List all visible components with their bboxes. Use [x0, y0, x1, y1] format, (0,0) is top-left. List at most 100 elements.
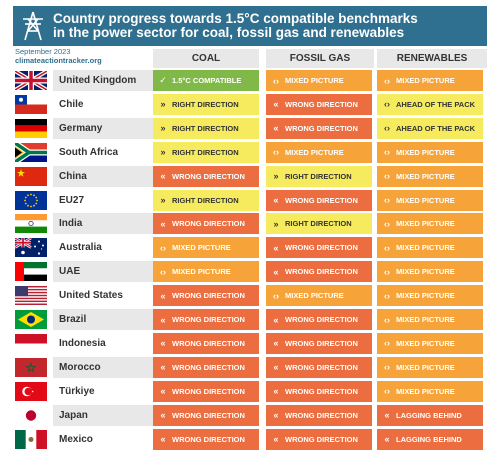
status-label: WRONG DIRECTION [285, 434, 358, 444]
status-arrow-icon: « [160, 171, 166, 182]
status-label: WRONG DIRECTION [172, 171, 245, 181]
coal-status-cell: « WRONG DIRECTION [153, 428, 259, 450]
status-arrow-icon: ‹› [384, 314, 390, 325]
gas-status-cell: ‹› MIXED PICTURE [266, 285, 372, 307]
gas-status-cell: « WRONG DIRECTION [266, 428, 372, 450]
gas-status-cell: « WRONG DIRECTION [266, 309, 372, 330]
title-banner: Country progress towards 1.5°C compatibl… [13, 6, 487, 46]
renewables-status-cell: ‹› MIXED PICTURE [377, 165, 483, 187]
status-label: WRONG DIRECTION [285, 315, 358, 324]
status-arrow-icon: ‹› [273, 147, 279, 158]
source-date: September 2023 [15, 47, 71, 56]
status-label: MIXED PICTURE [396, 386, 455, 396]
status-label: AHEAD OF THE PACK [396, 99, 476, 109]
country-name: South Africa [53, 141, 153, 163]
status-arrow-icon: » [160, 99, 166, 110]
gas-status-cell: « WRONG DIRECTION [266, 332, 372, 354]
gas-status-cell: « WRONG DIRECTION [266, 261, 372, 283]
table-row: Türkiye « WRONG DIRECTION « WRONG DIRECTION ‹… [13, 380, 487, 402]
status-arrow-icon: « [273, 434, 279, 444]
status-label: MIXED PICTURE [396, 267, 455, 277]
status-arrow-icon: « [273, 338, 279, 349]
status-label: WRONG DIRECTION [285, 99, 358, 109]
title-line-2: in the power sector for coal, fossil gas… [53, 25, 405, 40]
india-flag-icon [15, 214, 47, 234]
status-arrow-icon: ‹› [384, 195, 390, 205]
status-label: WRONG DIRECTION [172, 315, 245, 324]
source-site: climateactiontracker.org [15, 56, 102, 65]
status-label: RIGHT DIRECTION [172, 147, 239, 157]
table-row: South Africa » RIGHT DIRECTION ‹› MIXED PICT… [13, 141, 487, 163]
coal-status-cell: » RIGHT DIRECTION [153, 117, 259, 139]
coal-status-cell: » RIGHT DIRECTION [153, 189, 259, 211]
country-name: Japan [53, 404, 153, 426]
renewables-status-cell: « LAGGING BEHIND [377, 428, 483, 450]
status-arrow-icon: « [384, 410, 390, 421]
country-name: Australia [53, 237, 153, 259]
country-name: EU27 [53, 189, 153, 211]
status-arrow-icon: « [160, 410, 166, 421]
country-name: Brazil [53, 309, 153, 330]
country-name: Indonesia [53, 332, 153, 354]
power-pylon-icon [13, 6, 53, 46]
coal-status-cell: « WRONG DIRECTION [153, 309, 259, 330]
status-arrow-icon: « [273, 266, 279, 277]
table-row: UAE ‹› MIXED PICTURE « WRONG DIRECTION ‹› MIXE… [13, 260, 487, 283]
status-label: RIGHT DIRECTION [172, 123, 239, 133]
status-arrow-icon: ‹› [384, 123, 390, 134]
gas-status-cell: » RIGHT DIRECTION [266, 213, 372, 235]
gas-status-cell: « WRONG DIRECTION [266, 117, 372, 139]
status-arrow-icon: « [384, 434, 390, 444]
south-africa-flag-icon [15, 142, 47, 162]
gas-status-cell: « WRONG DIRECTION [266, 237, 372, 259]
status-label: AHEAD OF THE PACK [396, 123, 476, 133]
status-label: MIXED PICTURE [396, 243, 455, 253]
status-label: WRONG DIRECTION [285, 267, 358, 277]
status-arrow-icon: ‹› [384, 75, 390, 86]
coal-status-cell: « WRONG DIRECTION [153, 213, 259, 235]
table-row: Japan « WRONG DIRECTION « WRONG DIRECTION « LA… [13, 404, 487, 426]
renewables-status-cell: ‹› MIXED PICTURE [377, 285, 483, 307]
renewables-status-cell: ‹› AHEAD OF THE PACK [377, 93, 483, 115]
status-arrow-icon: ‹› [273, 75, 279, 86]
gas-status-cell: « WRONG DIRECTION [266, 404, 372, 426]
status-arrow-icon: « [160, 362, 166, 373]
gas-status-cell: » RIGHT DIRECTION [266, 165, 372, 187]
table-row: Mexico « WRONG DIRECTION « WRONG DIRECTION « L… [13, 428, 487, 450]
country-name: Chile [53, 93, 153, 115]
status-label: MIXED PICTURE [285, 291, 344, 301]
coal-status-cell: ✓ 1.5°C COMPATIBLE [153, 70, 259, 91]
status-arrow-icon: « [160, 218, 166, 229]
renewables-status-cell: ‹› MIXED PICTURE [377, 213, 483, 235]
eu-flag-icon [15, 190, 47, 210]
status-label: MIXED PICTURE [172, 243, 231, 253]
china-flag-icon [15, 166, 47, 186]
status-arrow-icon: » [273, 218, 279, 229]
status-arrow-icon: « [160, 290, 166, 301]
renewables-status-cell: ‹› MIXED PICTURE [377, 356, 483, 378]
status-arrow-icon: ‹› [384, 242, 390, 253]
status-arrow-icon: « [160, 338, 166, 349]
table-row: Australia ‹› MIXED PICTURE « WRONG DIRECTION… [13, 236, 487, 259]
status-label: WRONG DIRECTION [172, 291, 245, 301]
coal-status-cell: ‹› MIXED PICTURE [153, 261, 259, 283]
status-label: WRONG DIRECTION [285, 386, 358, 396]
status-arrow-icon: ✓ [159, 75, 167, 85]
status-arrow-icon: ‹› [384, 290, 390, 301]
status-label: WRONG DIRECTION [285, 410, 358, 420]
coal-status-cell: » RIGHT DIRECTION [153, 93, 259, 115]
country-name: Türkiye [53, 380, 153, 402]
table-row: United States « WRONG DIRECTION ‹› MIXED PIC… [13, 284, 487, 307]
status-arrow-icon: « [273, 362, 279, 373]
status-arrow-icon: « [273, 123, 279, 134]
status-arrow-icon: » [160, 195, 166, 205]
brazil-flag-icon [15, 310, 47, 329]
status-label: RIGHT DIRECTION [285, 171, 352, 181]
usa-flag-icon [15, 286, 47, 306]
morocco-flag-icon [15, 357, 47, 377]
status-arrow-icon: ‹› [384, 362, 390, 373]
country-name: United States [53, 285, 153, 307]
status-label: WRONG DIRECTION [172, 219, 245, 229]
coal-status-cell: ‹› MIXED PICTURE [153, 237, 259, 259]
status-label: RIGHT DIRECTION [172, 195, 239, 205]
